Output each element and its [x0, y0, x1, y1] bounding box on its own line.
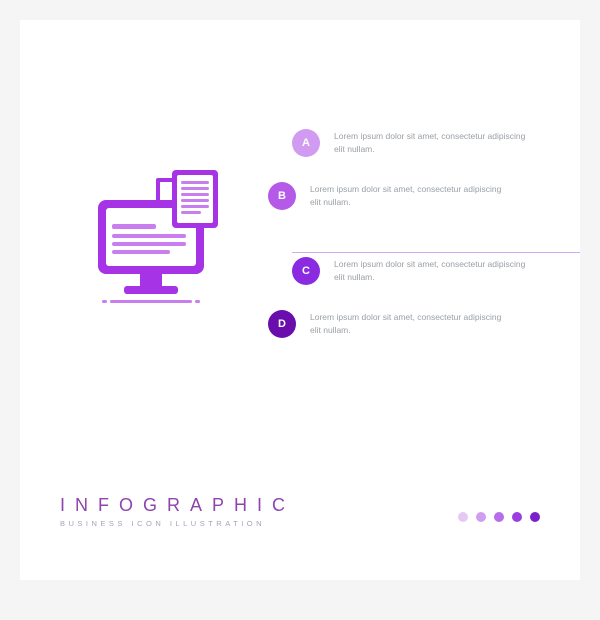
list-item: C Lorem ipsum dolor sit amet, consectetu… [292, 256, 552, 285]
item-text: Lorem ipsum dolor sit amet, consectetur … [310, 309, 510, 337]
list-item: B Lorem ipsum dolor sit amet, consectetu… [268, 181, 552, 210]
infographic-canvas: A Lorem ipsum dolor sit amet, consectetu… [20, 20, 580, 580]
computer-document-icon [88, 168, 238, 318]
dot-icon [530, 512, 540, 522]
dot-icon [476, 512, 486, 522]
bullet-b: B [268, 182, 296, 210]
item-text: Lorem ipsum dolor sit amet, consectetur … [334, 128, 534, 156]
bullet-list: A Lorem ipsum dolor sit amet, consectetu… [292, 128, 552, 362]
dot-icon [458, 512, 468, 522]
scale-dots [458, 512, 540, 522]
list-item: D Lorem ipsum dolor sit amet, consectetu… [268, 309, 552, 338]
item-text: Lorem ipsum dolor sit amet, consectetur … [310, 181, 510, 209]
dot-icon [494, 512, 504, 522]
dot-icon [512, 512, 522, 522]
list-item: A Lorem ipsum dolor sit amet, consectetu… [292, 128, 552, 157]
bullet-c: C [292, 257, 320, 285]
item-text: Lorem ipsum dolor sit amet, consectetur … [334, 256, 534, 284]
bullet-d: D [268, 310, 296, 338]
bullet-a: A [292, 129, 320, 157]
